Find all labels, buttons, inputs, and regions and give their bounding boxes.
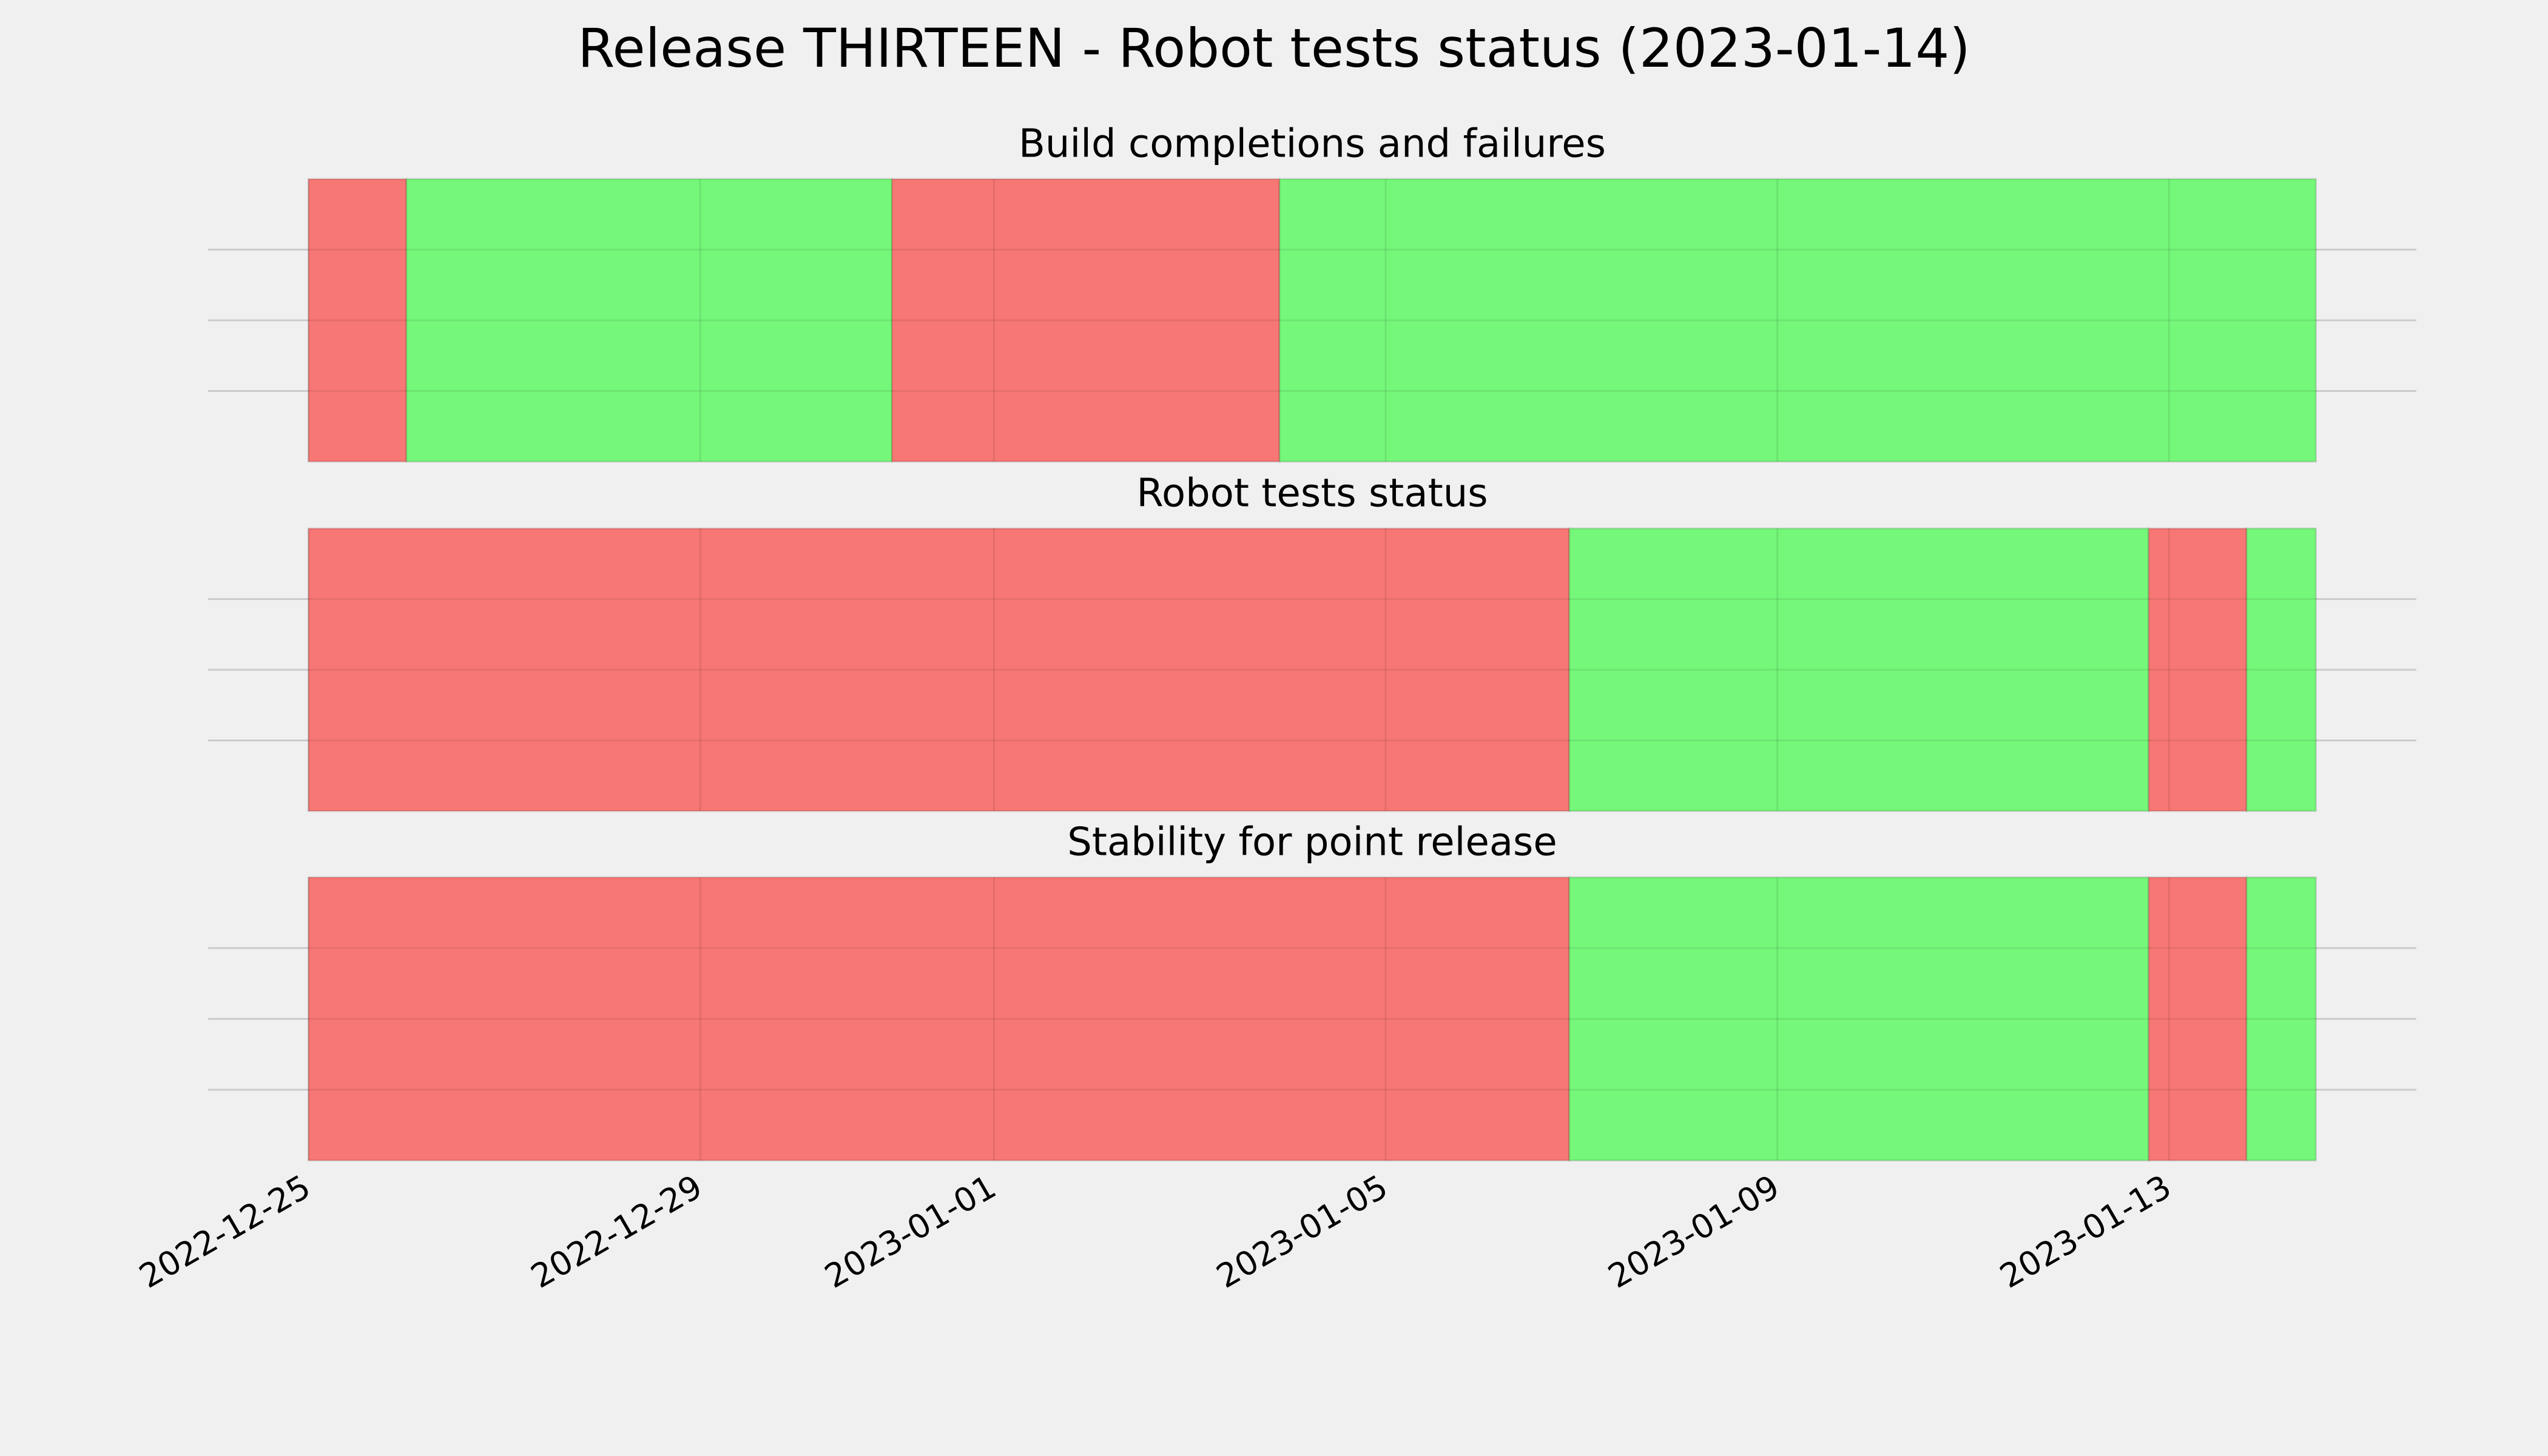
status-span bbox=[1568, 876, 2150, 1162]
status-span bbox=[891, 178, 1281, 463]
status-span bbox=[1278, 178, 2317, 463]
status-span bbox=[2148, 527, 2248, 812]
status-span bbox=[307, 178, 408, 463]
subplot-title: Robot tests status bbox=[1136, 471, 1488, 516]
status-span bbox=[1568, 527, 2150, 812]
subplot-title: Build completions and failures bbox=[1019, 122, 1606, 167]
subplot-title: Stability for point release bbox=[1067, 820, 1557, 865]
status-span bbox=[2245, 527, 2317, 812]
status-span bbox=[2245, 876, 2317, 1162]
chart-title: Release THIRTEEN - Robot tests status (2… bbox=[578, 17, 1970, 79]
